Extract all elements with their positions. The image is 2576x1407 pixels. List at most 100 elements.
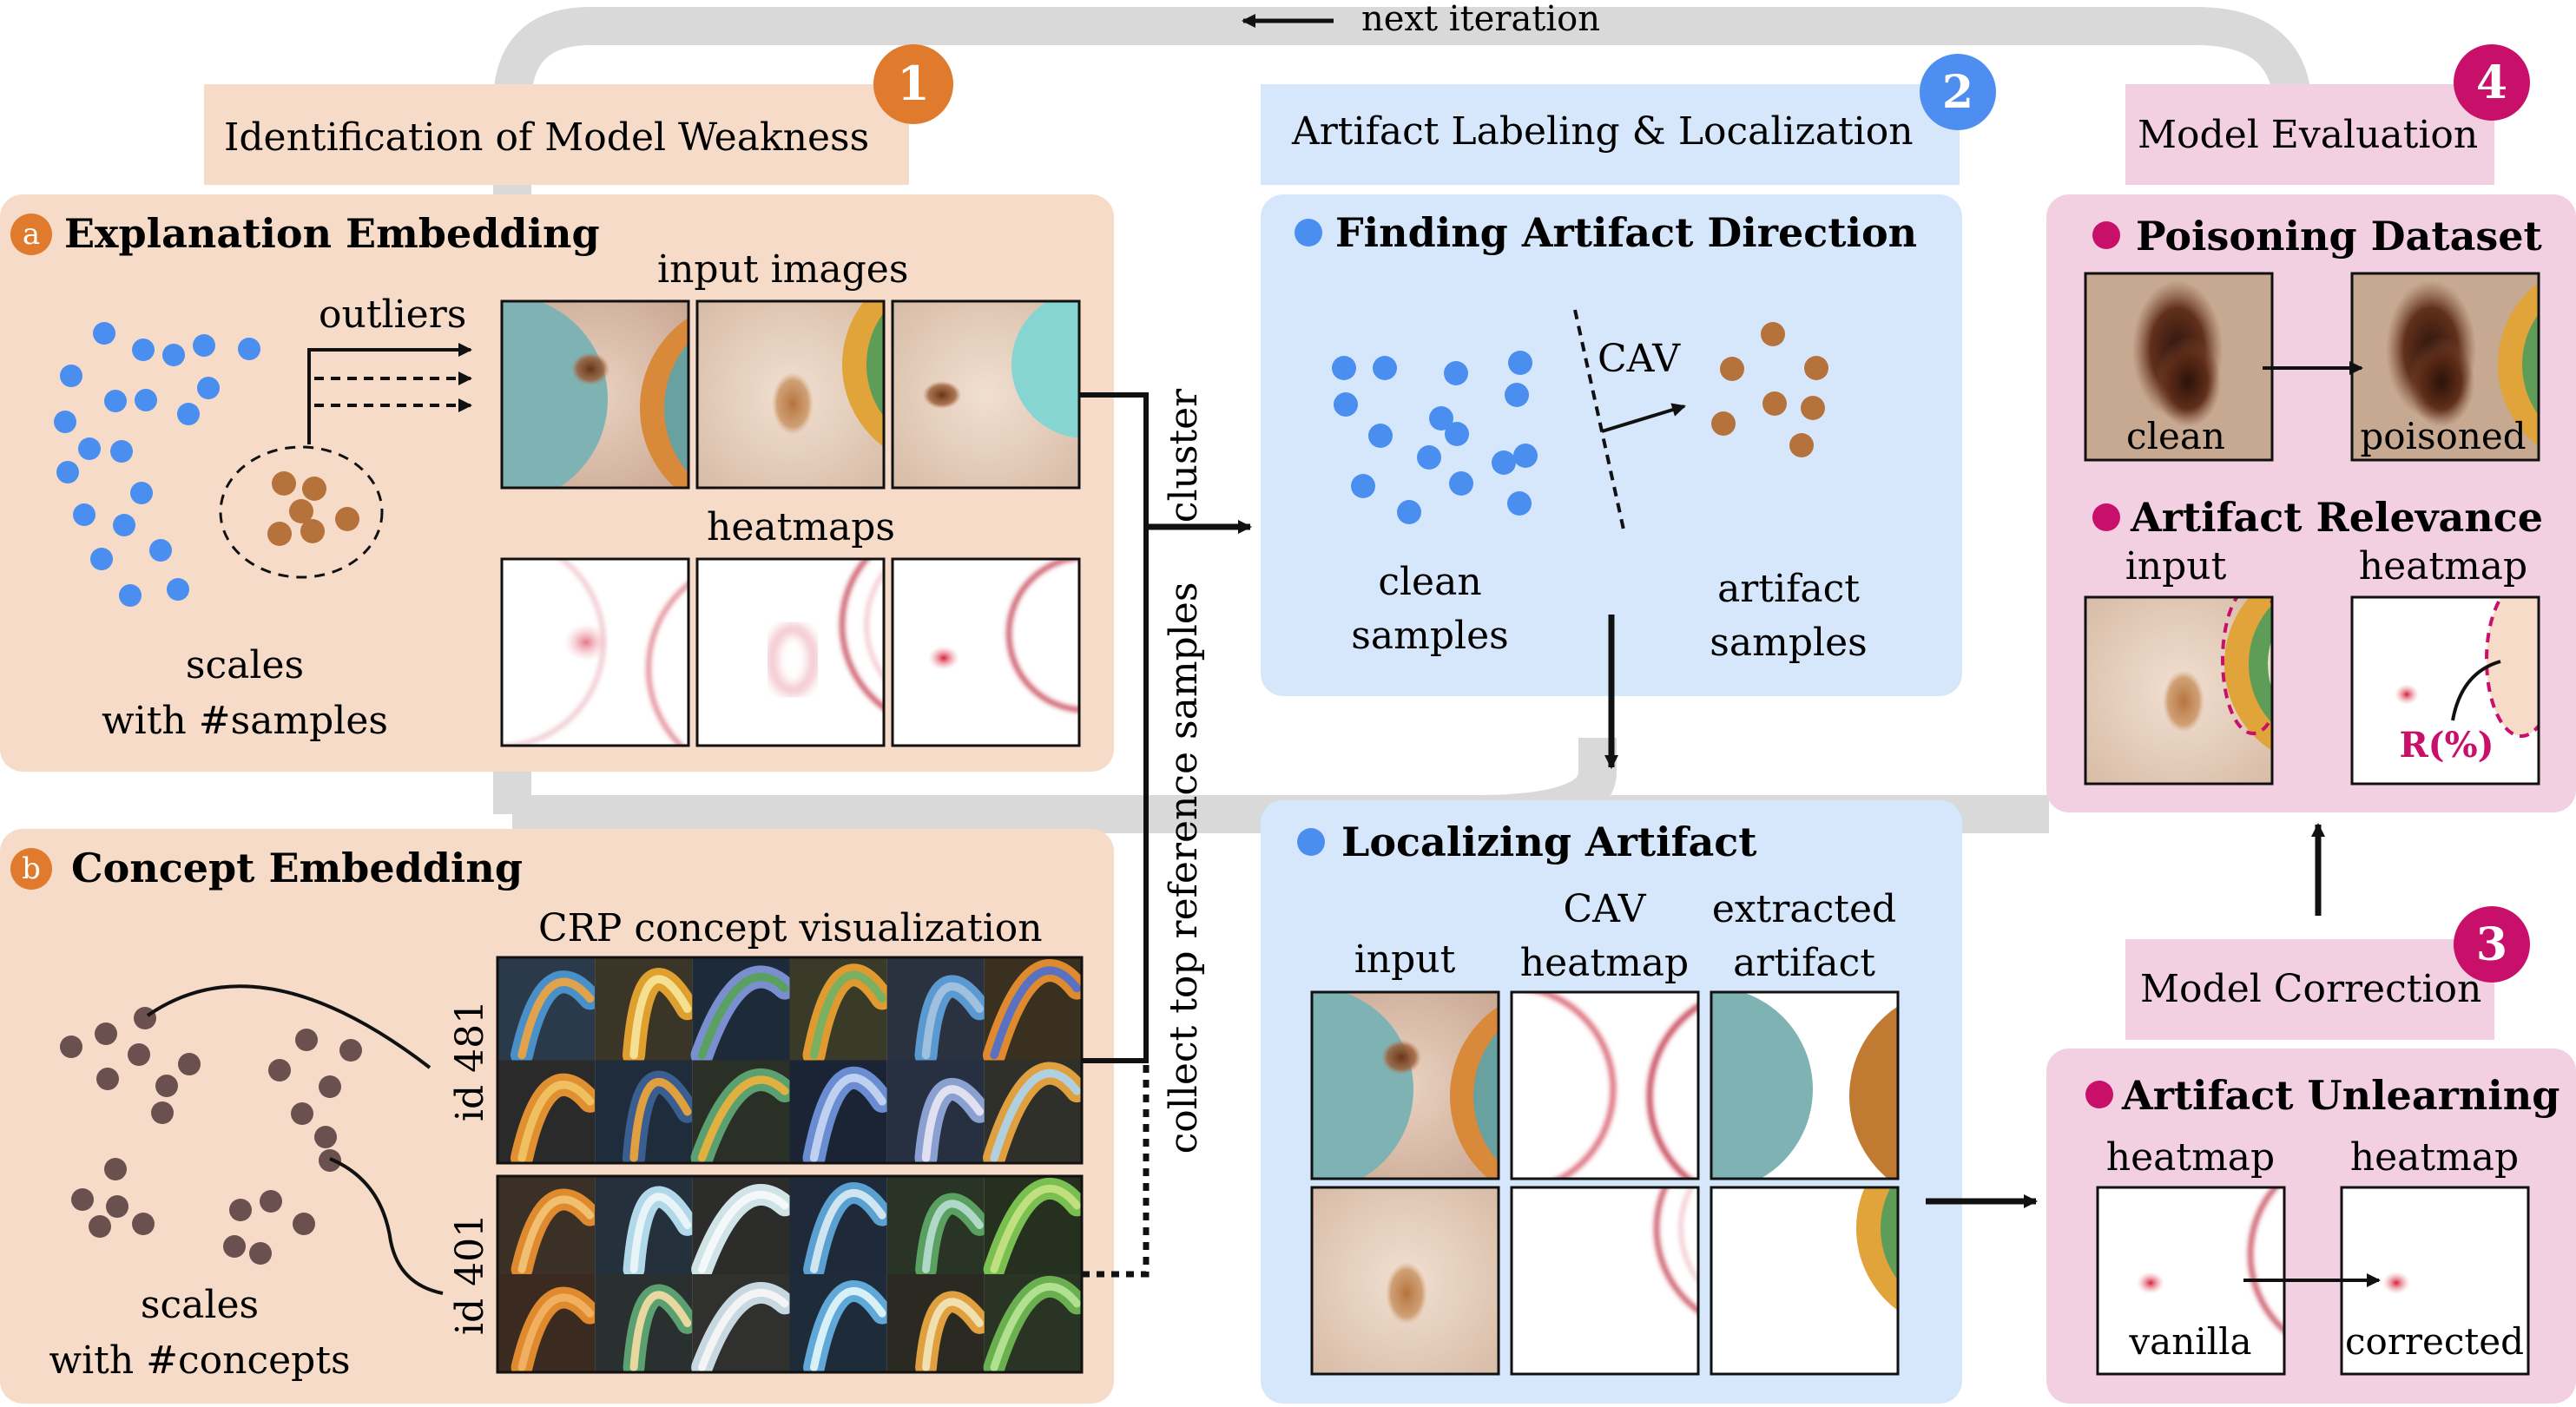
svg-text:poisoned: poisoned [2360, 415, 2526, 457]
outlier-point [272, 471, 296, 496]
svg-text:2: 2 [1942, 66, 1973, 119]
svg-text:Finding Artifact Direction: Finding Artifact Direction [1335, 209, 1917, 256]
clean-point [1513, 444, 1538, 468]
svg-text:scales: scales [186, 643, 304, 687]
step2-badge [1920, 54, 1996, 130]
clean-point [1449, 471, 1473, 496]
artifact-point [1801, 396, 1825, 420]
crp-stroke [809, 1074, 886, 1162]
panel-b-badge [10, 848, 52, 890]
explanation-point [104, 390, 127, 412]
svg-text:samples: samples [1710, 621, 1867, 665]
explanation-point [93, 322, 115, 345]
outlier-point [300, 519, 325, 543]
svg-text:with #concepts: with #concepts [49, 1338, 350, 1383]
outlier-cluster-ellipse [219, 445, 384, 579]
svg-text:Model Correction: Model Correction [2140, 967, 2481, 1011]
svg-text:corrected: corrected [2345, 1320, 2524, 1363]
svg-text:Identification of Model Weakn: Identification of Model Weakness [224, 115, 869, 160]
concept-point [60, 1036, 82, 1058]
concept-point [295, 1029, 318, 1051]
explanation-point [167, 578, 189, 601]
svg-text:b: b [22, 851, 41, 886]
input-image-1 [502, 301, 688, 488]
explanation-point [149, 539, 172, 562]
cav-separator [1573, 309, 1625, 530]
concept-point [96, 1068, 119, 1090]
localize-input-2 [1312, 1187, 1499, 1374]
explanation-point [73, 503, 96, 526]
poisoning-poisoned-image [2352, 273, 2539, 460]
collect-label: collect top reference samples [1162, 582, 1206, 1154]
svg-text:artifact: artifact [1717, 567, 1860, 611]
explanation-point [197, 377, 220, 399]
concept-point [155, 1075, 178, 1097]
step4-header: Model Evaluation 4 [2125, 44, 2530, 185]
concept-point [223, 1235, 246, 1258]
concept-point [95, 1022, 117, 1045]
connectors: cluster collect top reference samples [1079, 388, 1252, 1278]
clean-point [1332, 356, 1356, 380]
crp-stroke [697, 972, 789, 1060]
input-image-3 [893, 301, 1079, 488]
artifact-point [1711, 411, 1736, 436]
id-401-label: id 401 [448, 1213, 492, 1335]
panel-explanation-embedding: a Explanation Embedding outliers input i… [0, 194, 1114, 772]
relevance-input-image [2085, 597, 2272, 784]
panel-concept-embedding: b Concept Embedding CRP concept visualiz… [0, 829, 1114, 1404]
svg-text:vanilla: vanilla [2128, 1320, 2251, 1363]
crp-stroke [517, 977, 595, 1060]
concept-point [268, 1059, 291, 1082]
crp-stroke [517, 1195, 595, 1273]
concept-point [106, 1195, 128, 1218]
svg-text:input: input [1354, 937, 1456, 982]
svg-text:extracted: extracted [1712, 887, 1896, 931]
svg-text:next iteration: next iteration [1361, 0, 1600, 39]
svg-text:1: 1 [897, 56, 930, 111]
crp-stroke [922, 1298, 984, 1371]
explanation-point [135, 389, 157, 411]
crp-stroke [629, 1193, 692, 1273]
explanation-point [119, 584, 142, 607]
step3-header: Model Correction 3 [2125, 906, 2530, 1040]
crp-stroke [809, 970, 886, 1060]
concept-point [260, 1190, 282, 1213]
crp-stroke [990, 1283, 1081, 1371]
concept-link-401 [329, 1157, 444, 1295]
localize-cav-heatmap-1 [1512, 992, 1698, 1179]
localize-cav-heatmap-2 [1512, 1187, 1698, 1374]
panel-finding-artifact-direction: Finding Artifact Direction CAV clean sam… [1261, 194, 1962, 696]
panel-artifact-unlearning: Artifact Unlearning heatmap heatmap vani… [2046, 1049, 2576, 1404]
explanation-point [78, 437, 101, 460]
outlier-points [267, 471, 359, 546]
concept-link-481 [146, 984, 432, 1069]
id-481-label: id 481 [448, 1000, 492, 1121]
svg-text:outliers: outliers [319, 293, 466, 337]
concept-point [71, 1188, 94, 1211]
step1-badge [873, 44, 953, 124]
relevance-heatmap-image [2352, 597, 2539, 784]
explanation-point [162, 344, 185, 366]
explanation-point [90, 548, 113, 570]
crp-stroke [629, 1078, 692, 1162]
outlier-point [267, 522, 292, 546]
clean-point [1508, 351, 1532, 375]
svg-text:Artifact Unlearning: Artifact Unlearning [2121, 1072, 2560, 1119]
explanation-point [60, 365, 82, 387]
panel-localizing-artifact: Localizing Artifact input CAV heatmap ex… [1261, 800, 1962, 1404]
explanation-point [130, 482, 153, 504]
svg-text:with #samples: with #samples [102, 699, 388, 743]
concept-scatter-points [60, 1007, 362, 1265]
step4-badge [2454, 44, 2530, 121]
concept-point [128, 1043, 150, 1066]
input-image-2 [697, 301, 884, 488]
svg-text:R(%): R(%) [2399, 725, 2494, 766]
explanation-scatter-points [54, 322, 260, 607]
concept-point [291, 1102, 313, 1125]
outlier-arrows [307, 343, 472, 444]
svg-text:heatmap: heatmap [2359, 544, 2527, 588]
svg-text:3: 3 [2476, 918, 2507, 971]
svg-text:artifact: artifact [1733, 941, 1875, 985]
outlier-point [289, 499, 313, 523]
